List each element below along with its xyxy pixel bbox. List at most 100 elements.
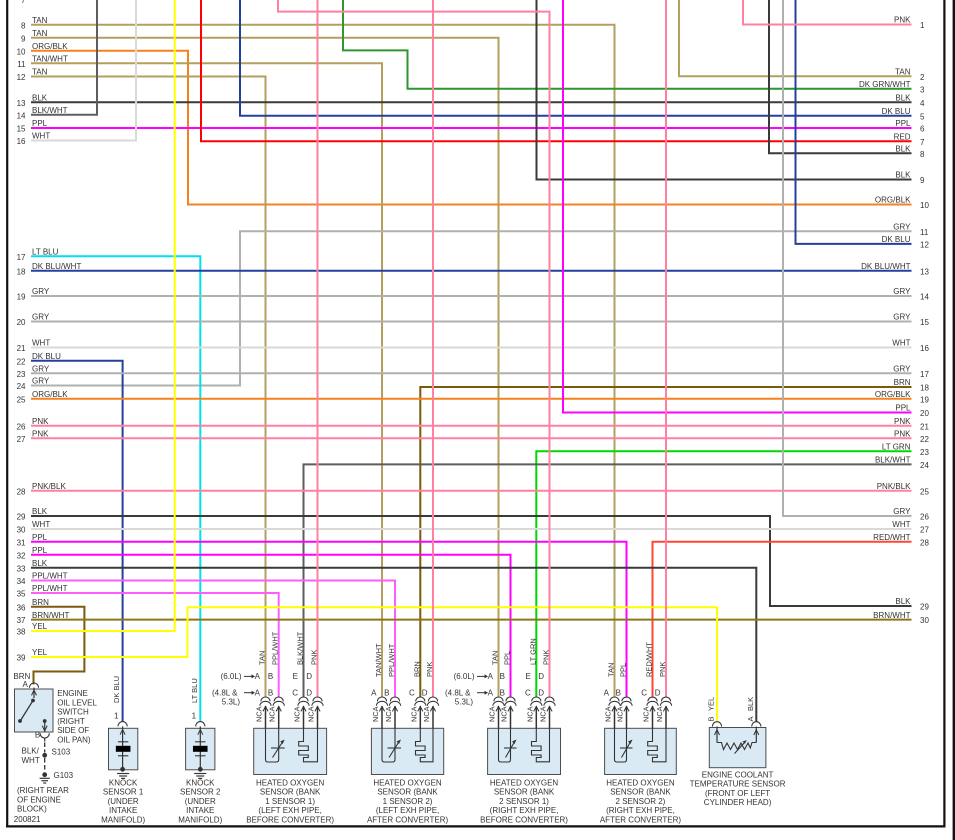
- svg-text:1 SENSOR 1): 1 SENSOR 1): [265, 797, 315, 806]
- svg-text:30: 30: [17, 526, 26, 535]
- svg-text:PPL/WHT: PPL/WHT: [32, 572, 68, 581]
- svg-text:2 SENSOR 2): 2 SENSOR 2): [616, 797, 666, 806]
- svg-text:26: 26: [17, 422, 26, 431]
- svg-text:YEL: YEL: [707, 697, 716, 711]
- svg-text:27: 27: [920, 526, 929, 535]
- svg-text:2: 2: [920, 73, 925, 82]
- svg-text:DK GRN/WHT: DK GRN/WHT: [859, 80, 911, 89]
- svg-text:DK BLU: DK BLU: [112, 676, 121, 703]
- svg-text:15: 15: [17, 125, 26, 134]
- svg-text:A: A: [746, 716, 755, 721]
- svg-text:SENSOR 2: SENSOR 2: [180, 788, 221, 797]
- svg-text:NCA: NCA: [422, 706, 431, 722]
- svg-text:D: D: [422, 688, 428, 697]
- svg-text:D: D: [538, 672, 544, 681]
- svg-text:BLK: BLK: [32, 559, 48, 568]
- svg-text:PNK: PNK: [894, 417, 911, 426]
- svg-text:14: 14: [920, 293, 929, 302]
- svg-text:19: 19: [920, 395, 929, 404]
- svg-text:12: 12: [17, 73, 26, 82]
- svg-text:28: 28: [920, 538, 929, 547]
- svg-text:NCA: NCA: [293, 706, 302, 722]
- svg-text:31: 31: [17, 538, 26, 547]
- svg-text:A: A: [255, 688, 261, 697]
- svg-text:12: 12: [920, 241, 929, 250]
- svg-text:RED/WHT: RED/WHT: [873, 533, 910, 542]
- svg-text:PNK: PNK: [658, 662, 667, 677]
- svg-text:TAN: TAN: [895, 68, 911, 77]
- svg-text:PNK: PNK: [894, 16, 911, 25]
- svg-text:23: 23: [920, 448, 929, 457]
- svg-text:PNK/BLK: PNK/BLK: [32, 482, 66, 491]
- svg-text:DK BLU: DK BLU: [32, 352, 61, 361]
- svg-text:28: 28: [17, 487, 26, 496]
- svg-text:E: E: [525, 672, 530, 681]
- svg-text:6: 6: [920, 125, 925, 134]
- svg-text:B: B: [707, 716, 716, 721]
- svg-text:GRY: GRY: [32, 365, 50, 374]
- svg-text:NCA: NCA: [539, 706, 548, 722]
- svg-text:D: D: [306, 672, 312, 681]
- svg-text:25: 25: [920, 487, 929, 496]
- svg-text:(RIGHT: (RIGHT: [57, 717, 85, 726]
- svg-text:SENSOR (BANK: SENSOR (BANK: [377, 788, 438, 797]
- svg-text:A: A: [488, 672, 494, 681]
- svg-text:BLK: BLK: [746, 697, 755, 711]
- svg-text:NCA: NCA: [488, 706, 497, 722]
- svg-text:DK BLU/WHT: DK BLU/WHT: [32, 262, 81, 271]
- svg-text:NCA: NCA: [268, 706, 277, 722]
- svg-text:39: 39: [17, 654, 26, 663]
- svg-text:D: D: [655, 688, 661, 697]
- svg-text:NCA: NCA: [616, 706, 625, 722]
- svg-text:NCA: NCA: [409, 706, 418, 722]
- svg-text:PPL: PPL: [32, 119, 48, 128]
- svg-text:DK BLU: DK BLU: [882, 235, 911, 244]
- svg-text:9: 9: [920, 176, 925, 185]
- svg-text:14: 14: [17, 111, 26, 120]
- svg-text:1: 1: [114, 712, 119, 721]
- svg-text:OIL LEVEL: OIL LEVEL: [57, 698, 97, 707]
- svg-text:B: B: [616, 688, 621, 697]
- svg-text:ENGINE: ENGINE: [57, 689, 88, 698]
- svg-text:ORG/BLK: ORG/BLK: [875, 196, 911, 205]
- svg-text:PPL/WHT: PPL/WHT: [271, 631, 280, 665]
- svg-text:C: C: [409, 688, 415, 697]
- svg-text:BLK/WHT: BLK/WHT: [296, 631, 305, 665]
- svg-text:B: B: [35, 731, 40, 740]
- svg-text:(6.0L): (6.0L): [454, 672, 475, 681]
- svg-text:C: C: [292, 688, 298, 697]
- svg-text:8: 8: [21, 21, 26, 30]
- svg-text:13: 13: [920, 267, 929, 276]
- svg-text:NCA: NCA: [525, 706, 534, 722]
- svg-text:PNK: PNK: [542, 650, 551, 665]
- svg-text:WHT: WHT: [892, 520, 910, 529]
- svg-text:11: 11: [920, 228, 929, 237]
- svg-text:AFTER CONVERTER): AFTER CONVERTER): [600, 815, 682, 824]
- svg-text:1: 1: [192, 712, 197, 721]
- svg-text:C: C: [641, 688, 647, 697]
- svg-text:29: 29: [920, 603, 929, 612]
- svg-text:BLK: BLK: [895, 93, 911, 102]
- svg-text:TEMPERATURE SENSOR: TEMPERATURE SENSOR: [690, 780, 786, 789]
- svg-text:BEFORE CONVERTER): BEFORE CONVERTER): [480, 815, 568, 824]
- svg-text:37: 37: [17, 616, 26, 625]
- svg-text:BRN/WHT: BRN/WHT: [32, 611, 69, 620]
- svg-text:B: B: [268, 672, 273, 681]
- svg-text:30: 30: [920, 616, 929, 625]
- svg-text:DK BLU/WHT: DK BLU/WHT: [861, 262, 910, 271]
- svg-text:TAN: TAN: [491, 651, 500, 665]
- svg-text:BLK: BLK: [895, 597, 911, 606]
- svg-text:4: 4: [920, 99, 925, 108]
- svg-text:BRN: BRN: [13, 672, 30, 681]
- svg-text:B: B: [500, 688, 505, 697]
- svg-text:PPL: PPL: [32, 546, 48, 555]
- svg-text:B: B: [384, 688, 389, 697]
- svg-text:13: 13: [17, 99, 26, 108]
- svg-text:PNK: PNK: [425, 662, 434, 677]
- svg-text:INTAKE: INTAKE: [109, 806, 137, 815]
- svg-text:WHT: WHT: [22, 756, 40, 765]
- svg-text:SENSOR 1: SENSOR 1: [103, 788, 144, 797]
- svg-text:PPL: PPL: [32, 533, 48, 542]
- svg-text:BLK: BLK: [32, 507, 48, 516]
- svg-text:KNOCK: KNOCK: [186, 779, 215, 788]
